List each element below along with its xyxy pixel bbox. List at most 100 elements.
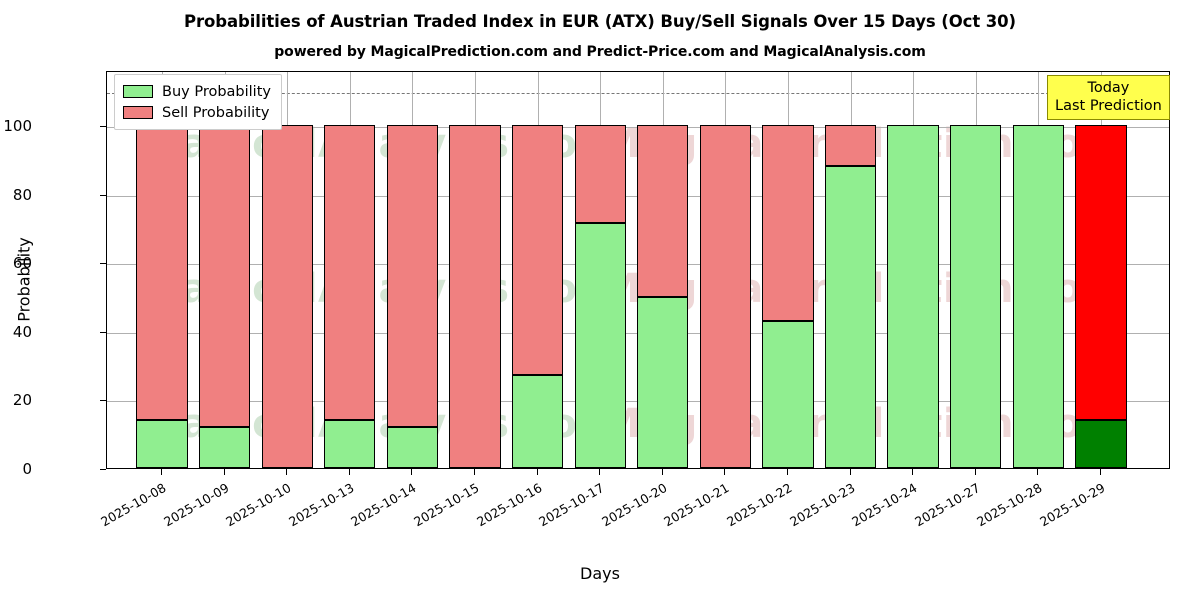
bar-segment-buy[interactable] bbox=[199, 426, 251, 468]
today-annotation-line1: Today bbox=[1087, 80, 1130, 96]
bar-group[interactable] bbox=[449, 72, 501, 468]
x-axis-tick-mark bbox=[849, 469, 851, 475]
x-axis-tick-label: 2025-10-08 bbox=[98, 480, 169, 530]
x-axis-tick-label: 2025-10-09 bbox=[160, 480, 232, 530]
bar-group[interactable] bbox=[574, 72, 626, 468]
bar-group[interactable] bbox=[1012, 72, 1064, 468]
chart-title: Probabilities of Austrian Traded Index i… bbox=[184, 12, 1016, 31]
x-axis-tick-label: 2025-10-16 bbox=[473, 480, 545, 530]
x-axis-tick-label: 2025-10-15 bbox=[411, 480, 482, 530]
bar-segment-buy[interactable] bbox=[1075, 419, 1127, 468]
bar-segment-buy[interactable] bbox=[824, 166, 877, 468]
y-axis-label: Probability bbox=[14, 237, 34, 322]
legend-item-sell: Sell Probability bbox=[123, 102, 271, 123]
bar-segment-buy[interactable] bbox=[386, 426, 439, 468]
y-axis-tick-label: 0 bbox=[22, 460, 32, 478]
x-axis-tick-label: 2025-10-20 bbox=[598, 480, 670, 530]
bar-group[interactable] bbox=[136, 72, 188, 468]
x-axis-tick-mark bbox=[1099, 469, 1101, 475]
bar-segment-buy[interactable] bbox=[136, 419, 188, 468]
x-axis-tick-mark bbox=[974, 469, 976, 475]
bar-segment-sell[interactable] bbox=[574, 125, 626, 223]
x-axis-tick-mark bbox=[223, 469, 225, 475]
y-axis-tick-label: 20 bbox=[12, 391, 32, 410]
legend-label-buy: Buy Probability bbox=[162, 83, 271, 100]
bar-group[interactable] bbox=[386, 72, 439, 468]
x-axis-tick-label: 2025-10-23 bbox=[786, 480, 858, 530]
bar-segment-sell[interactable] bbox=[762, 125, 814, 321]
legend-swatch-sell bbox=[123, 106, 153, 119]
bar-segment-buy[interactable] bbox=[887, 125, 939, 468]
bar-group[interactable] bbox=[511, 72, 564, 468]
x-axis-tick-label: 2025-10-22 bbox=[724, 480, 795, 530]
x-axis-tick-mark bbox=[912, 469, 914, 475]
x-axis-tick-mark bbox=[1037, 469, 1039, 475]
y-axis-tick-mark bbox=[100, 331, 106, 333]
bar-group[interactable] bbox=[950, 72, 1002, 468]
bar-segment-buy[interactable] bbox=[1012, 125, 1064, 468]
bar-segment-buy[interactable] bbox=[511, 375, 564, 468]
plot-area: MagicalAnalysis.comMagicalPrediction.com… bbox=[106, 71, 1170, 469]
bar-segment-sell[interactable] bbox=[136, 125, 188, 420]
y-axis-tick-label: 60 bbox=[12, 254, 32, 273]
today-annotation-line2: Last Prediction bbox=[1055, 98, 1162, 114]
y-axis-tick-mark bbox=[100, 400, 106, 402]
x-axis-tick-label: 2025-10-21 bbox=[661, 480, 732, 530]
bar-segment-sell[interactable] bbox=[449, 125, 501, 468]
y-axis-tick-label: 100 bbox=[3, 117, 32, 135]
bar-segment-sell[interactable] bbox=[386, 125, 439, 427]
legend-swatch-buy bbox=[123, 85, 153, 98]
bar-segment-buy[interactable] bbox=[637, 296, 689, 468]
bar-group[interactable] bbox=[199, 72, 251, 468]
x-axis-tick-label: 2025-10-24 bbox=[849, 480, 920, 530]
bar-segment-sell[interactable] bbox=[261, 125, 313, 468]
x-axis-tick-mark bbox=[286, 469, 288, 475]
bar-group[interactable] bbox=[699, 72, 752, 468]
x-axis-tick-label: 2025-10-17 bbox=[536, 480, 607, 530]
bar-segment-sell[interactable] bbox=[699, 125, 752, 468]
x-axis-tick-label: 2025-10-27 bbox=[911, 480, 983, 530]
x-axis-tick-label: 2025-10-10 bbox=[223, 480, 294, 530]
bar-group[interactable] bbox=[324, 72, 376, 468]
legend: Buy Probability Sell Probability bbox=[114, 74, 282, 130]
bar-segment-sell[interactable] bbox=[637, 125, 689, 297]
bar-segment-buy[interactable] bbox=[950, 125, 1002, 468]
x-axis-tick-mark bbox=[474, 469, 476, 475]
bar-group[interactable] bbox=[261, 72, 313, 468]
x-axis-tick-mark bbox=[411, 469, 413, 475]
x-axis-tick-mark bbox=[661, 469, 663, 475]
bar-segment-buy[interactable] bbox=[574, 222, 626, 468]
x-axis-tick-label: 2025-10-29 bbox=[1036, 480, 1108, 530]
legend-item-buy: Buy Probability bbox=[123, 81, 271, 102]
y-axis-tick-mark bbox=[100, 126, 106, 127]
x-axis-tick-mark bbox=[348, 469, 350, 475]
y-axis-tick-mark bbox=[100, 194, 106, 196]
bar-group[interactable] bbox=[887, 72, 939, 468]
x-axis-tick-mark bbox=[786, 469, 788, 475]
today-annotation: Today Last Prediction bbox=[1047, 75, 1170, 120]
bar-group[interactable] bbox=[1075, 72, 1127, 468]
x-axis-label: Days bbox=[580, 564, 620, 583]
bar-segment-buy[interactable] bbox=[324, 419, 376, 468]
bar-group[interactable] bbox=[762, 72, 814, 468]
bar-group[interactable] bbox=[824, 72, 877, 468]
legend-label-sell: Sell Probability bbox=[162, 104, 270, 121]
bars-layer bbox=[107, 72, 1169, 468]
bar-segment-sell[interactable] bbox=[324, 125, 376, 420]
bar-segment-sell[interactable] bbox=[824, 125, 877, 167]
bar-segment-sell[interactable] bbox=[199, 125, 251, 427]
x-axis-tick-label: 2025-10-13 bbox=[285, 480, 357, 530]
y-axis-tick-mark bbox=[100, 469, 106, 470]
bar-segment-sell[interactable] bbox=[511, 125, 564, 376]
bar-segment-sell[interactable] bbox=[1075, 125, 1127, 420]
y-axis-tick-label: 40 bbox=[12, 322, 32, 341]
bar-group[interactable] bbox=[637, 72, 689, 468]
reference-dashed-line bbox=[107, 92, 1169, 94]
y-axis-tick-mark bbox=[100, 263, 106, 265]
x-axis-tick-mark bbox=[599, 469, 601, 475]
bar-segment-buy[interactable] bbox=[762, 320, 814, 468]
chart-subtitle: powered by MagicalPrediction.com and Pre… bbox=[274, 44, 926, 60]
x-axis-tick-mark bbox=[724, 469, 726, 475]
x-axis-tick-mark bbox=[161, 469, 163, 475]
